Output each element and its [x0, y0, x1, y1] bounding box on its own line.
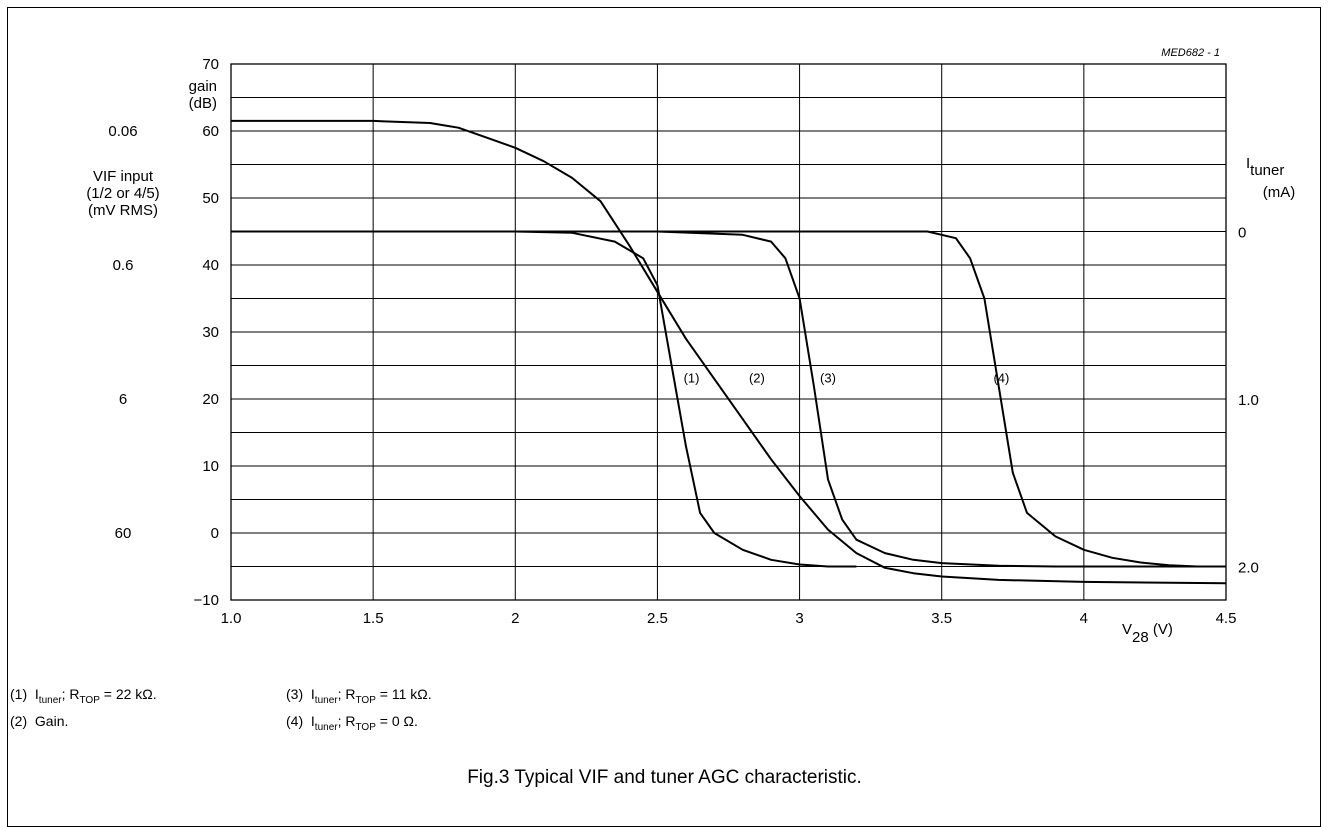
y-tick-label: 60 [202, 123, 219, 140]
curve-1 [231, 230, 857, 568]
note-3: (3) Ituner; RTOP = 11 kΩ. [286, 686, 432, 706]
y-axis-label: (dB) [189, 95, 217, 112]
x-tick-label: 1.0 [221, 610, 242, 627]
curve-4 [231, 230, 1226, 568]
curve-3 [657, 230, 1226, 568]
x-tick-label: 4.5 [1216, 610, 1237, 627]
vif-tick-label: 60 [115, 525, 132, 542]
x-tick-label: 2.5 [647, 610, 668, 627]
curve-label: (4) [993, 370, 1009, 385]
y-tick-label: 50 [202, 190, 219, 207]
figure-caption: Fig.3 Typical VIF and tuner AGC characte… [467, 767, 862, 788]
curve-label: (2) [749, 370, 765, 385]
note-2: (2) Gain. [10, 713, 69, 729]
note-4: (4) Ituner; RTOP = 0 Ω. [286, 713, 418, 733]
plot-border [230, 63, 1227, 601]
vif-tick-label: 6 [119, 391, 127, 408]
y-tick-label: 70 [202, 56, 219, 73]
vif-axis-label: (1/2 or 4/5) [86, 185, 159, 202]
y-tick-label: 40 [202, 257, 219, 274]
y-axis-label: gain [189, 78, 217, 95]
y-tick-label: 30 [202, 324, 219, 341]
itune-axis-unit: (mA) [1263, 184, 1296, 201]
x-tick-label: 3.5 [931, 610, 952, 627]
vif-axis-label: (mV RMS) [88, 202, 158, 219]
y-tick-label: 0 [211, 525, 219, 542]
figure-code: MED682 - 1 [1161, 47, 1220, 59]
y-tick-label: 20 [202, 391, 219, 408]
x-tick-label: 4 [1080, 610, 1088, 627]
x-axis-label: V28 (V) [1122, 621, 1173, 646]
curve-label: (3) [820, 370, 836, 385]
y-tick-label: −10 [194, 592, 219, 609]
vif-tick-label: 0.6 [113, 257, 134, 274]
curve-2 [231, 119, 1227, 585]
itune-axis-label: Ituner [1246, 155, 1284, 179]
x-tick-label: 3 [795, 610, 803, 627]
note-1: (1) Ituner; RTOP = 22 kΩ. [10, 686, 157, 706]
vif-axis-label: VIF input [93, 168, 154, 185]
itune-tick-label: 1.0 [1238, 392, 1259, 409]
y-tick-label: 10 [202, 458, 219, 475]
itune-tick-label: 2.0 [1238, 560, 1259, 577]
curve-label: (1) [684, 370, 700, 385]
vif-tick-label: 0.06 [108, 123, 137, 140]
x-tick-label: 2 [511, 610, 519, 627]
itune-tick-label: 0 [1238, 225, 1246, 242]
x-tick-label: 1.5 [363, 610, 384, 627]
